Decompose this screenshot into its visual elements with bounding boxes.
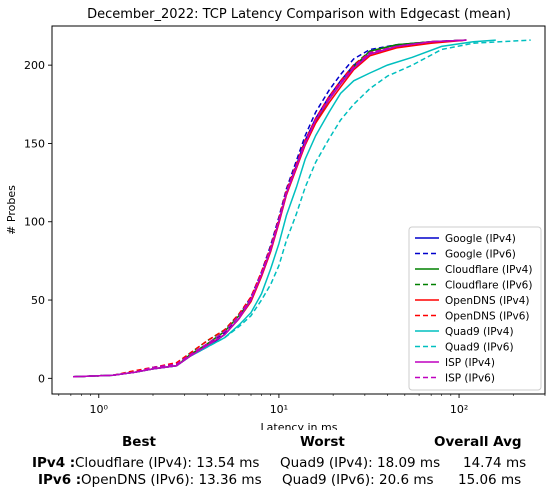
legend-label: Quad9 (IPv6) bbox=[445, 342, 514, 354]
x-axis-label: Latency in ms bbox=[261, 421, 338, 430]
legend-label: Cloudflare (IPv4) bbox=[445, 264, 532, 276]
ipv4-best-value: Cloudflare (IPv4): 13.54 ms bbox=[75, 455, 260, 471]
series-line-cloudflare-ipv6 bbox=[73, 39, 467, 378]
legend: Google (IPv4) Google (IPv6) Cloudflare (IP… bbox=[408, 226, 542, 391]
legend-label: ISP (IPv4) bbox=[445, 357, 495, 369]
y-tick-label: 0 bbox=[38, 372, 45, 385]
worst-header: Worst bbox=[300, 434, 345, 450]
plot-frame bbox=[51, 25, 546, 395]
legend-label: OpenDNS (IPv4) bbox=[445, 295, 530, 307]
series-line-google-ipv4 bbox=[73, 39, 467, 378]
legend-label: Cloudflare (IPv6) bbox=[445, 280, 532, 292]
best-header: Best bbox=[122, 434, 156, 450]
y-tick-label: 150 bbox=[24, 137, 45, 150]
x-tick-label: 10¹ bbox=[270, 403, 288, 416]
ipv4-worst-value: Quad9 (IPv4): 18.09 ms bbox=[280, 455, 441, 471]
latency-chart: December_2022: TCP Latency Comparison wi… bbox=[5, 7, 546, 430]
y-tick-label: 200 bbox=[24, 59, 45, 72]
ipv6-row-label: IPv6 : bbox=[38, 472, 82, 488]
ipv6-avg-value: 15.06 ms bbox=[458, 472, 522, 488]
y-tick-label: 100 bbox=[24, 216, 45, 229]
x-tick-label: 10⁰ bbox=[90, 403, 109, 416]
ipv4-avg-value: 14.74 ms bbox=[463, 455, 527, 471]
plot-lines bbox=[73, 39, 531, 378]
series-line-cloudflare-ipv4 bbox=[73, 39, 467, 378]
ipv6-best-value: OpenDNS (IPv6): 13.36 ms bbox=[81, 472, 262, 488]
legend-label: Quad9 (IPv4) bbox=[445, 326, 514, 338]
y-axis: 0 50 100 150 200 bbox=[24, 59, 52, 385]
legend-label: Google (IPv6) bbox=[445, 249, 516, 261]
ipv6-worst-value: Quad9 (IPv6): 20.6 ms bbox=[282, 472, 434, 488]
x-axis: 10⁰ 10¹ 10² bbox=[58, 394, 546, 416]
legend-label: ISP (IPv6) bbox=[445, 373, 495, 385]
y-tick-label: 50 bbox=[31, 294, 45, 307]
x-tick-label: 10² bbox=[450, 403, 468, 416]
series-line-isp-ipv6 bbox=[73, 39, 467, 378]
ipv4-row-label: IPv4 : bbox=[32, 455, 76, 471]
legend-label: Google (IPv4) bbox=[445, 233, 516, 245]
overall-avg-header: Overall Avg bbox=[434, 434, 522, 450]
chart-title: December_2022: TCP Latency Comparison wi… bbox=[87, 7, 511, 22]
y-axis-label: # Probes bbox=[5, 185, 18, 235]
legend-label: OpenDNS (IPv6) bbox=[445, 311, 530, 323]
series-line-isp-ipv4 bbox=[73, 39, 467, 378]
series-line-opendns-ipv4 bbox=[73, 39, 467, 378]
legend-box bbox=[408, 226, 542, 391]
series-line-google-ipv6 bbox=[73, 39, 467, 378]
series-line-opendns-ipv6 bbox=[73, 39, 467, 378]
